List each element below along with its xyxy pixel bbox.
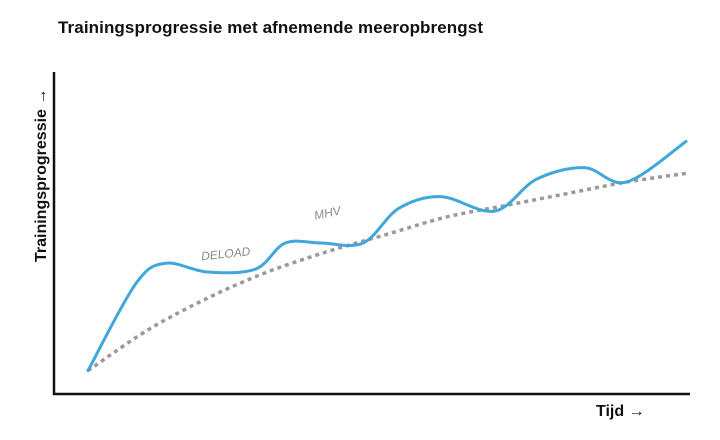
annotation-deload: DELOAD	[200, 244, 251, 263]
chart-title: Trainingsprogressie met afnemende meerop…	[58, 18, 484, 37]
y-axis-label: Trainingsprogressie →	[33, 89, 50, 262]
annotation-mhv: MHV	[313, 203, 343, 222]
progress-line	[86, 140, 688, 373]
axes	[52, 72, 690, 396]
trend-line	[87, 171, 687, 373]
x-axis-label: Tijd →	[596, 403, 645, 420]
